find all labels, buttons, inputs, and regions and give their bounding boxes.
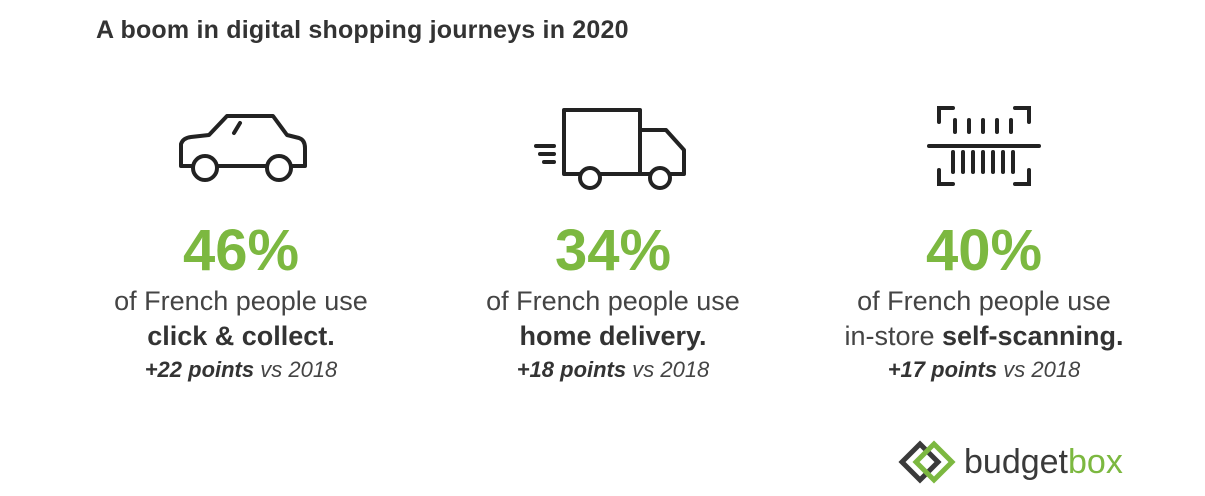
budgetbox-logo: budgetbox bbox=[898, 440, 1123, 484]
delivery-truck-icon bbox=[534, 108, 686, 190]
budgetbox-logo-icon bbox=[898, 440, 956, 484]
stat-percent: 34% bbox=[554, 218, 672, 283]
stat-self-scanning: 40% of French people use in-store self-s… bbox=[814, 96, 1154, 386]
stat-label: of French people use bbox=[486, 286, 740, 316]
page-title: A boom in digital shopping journeys in 2… bbox=[96, 16, 629, 44]
stat-change: +18 points vs 2018 bbox=[516, 357, 710, 382]
stat-method: click & collect. bbox=[147, 321, 335, 351]
stat-home-delivery: 34% of French people use home delivery. … bbox=[443, 96, 783, 386]
stat-percent: 46% bbox=[182, 218, 300, 283]
stat-method: home delivery. bbox=[519, 321, 707, 351]
stat-method: in-store self-scanning. bbox=[844, 321, 1124, 351]
stat-change: +17 points vs 2018 bbox=[887, 357, 1081, 382]
barcode-scanner-icon bbox=[927, 106, 1041, 186]
car-icon bbox=[179, 114, 307, 182]
stat-percent: 40% bbox=[925, 218, 1043, 283]
stat-label: of French people use bbox=[114, 286, 368, 316]
logo-wordmark: budgetbox bbox=[964, 443, 1123, 481]
stat-label: of French people use bbox=[857, 286, 1111, 316]
stat-change: +22 points vs 2018 bbox=[144, 357, 338, 382]
stat-click-collect: 46% of French people use click & collect… bbox=[71, 96, 411, 386]
